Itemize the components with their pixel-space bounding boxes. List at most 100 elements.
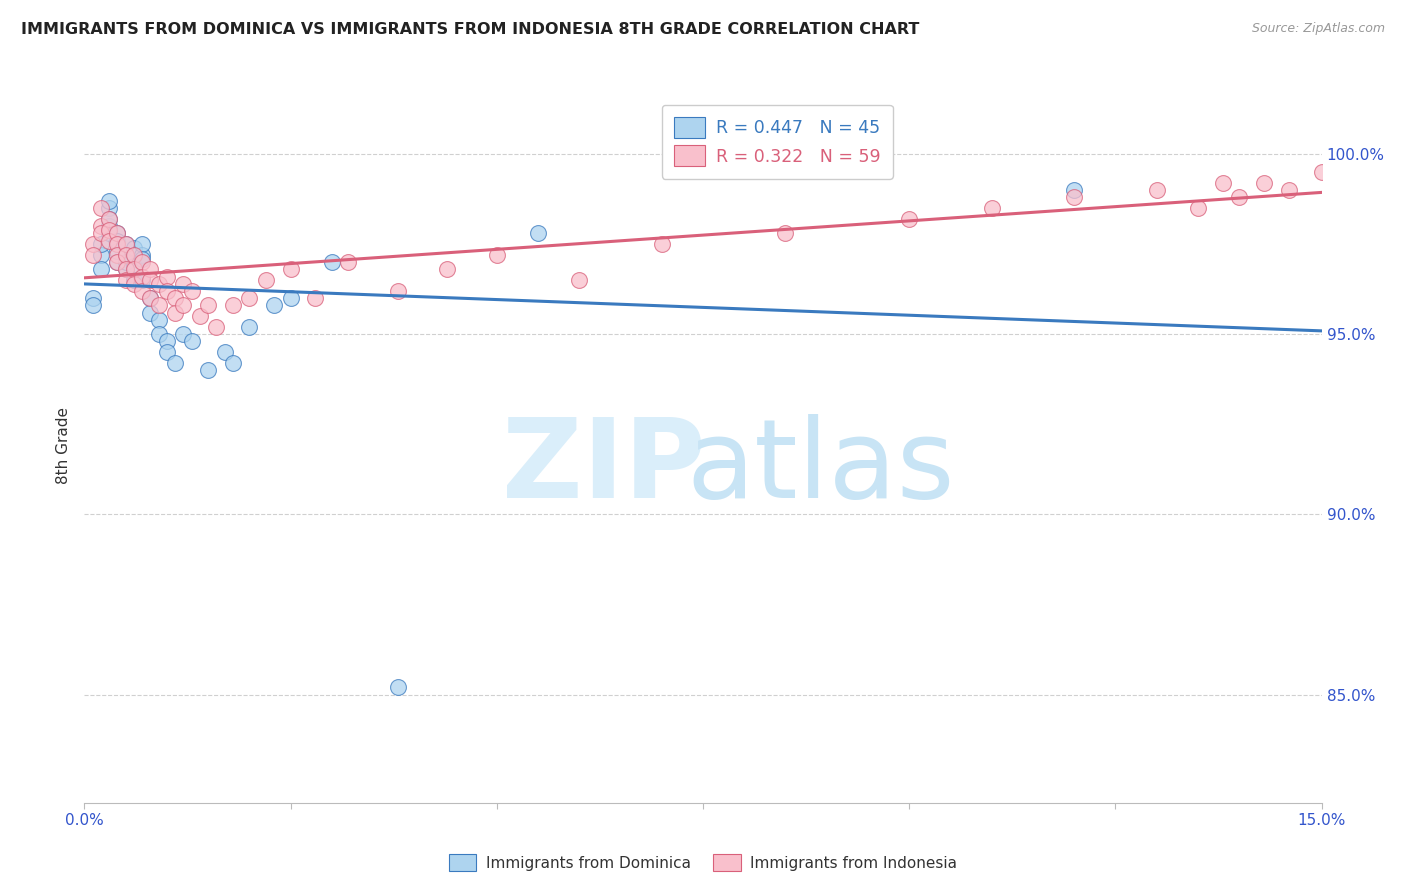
Point: [156, 334, 179, 349]
Point: [139, 262, 162, 277]
Point: [1278, 183, 1301, 197]
Point: [898, 211, 921, 226]
Point: [214, 345, 236, 359]
Point: [188, 310, 211, 324]
Point: [156, 345, 179, 359]
Point: [387, 681, 409, 695]
Point: [172, 277, 194, 291]
Point: [90, 201, 112, 215]
Point: [122, 273, 145, 287]
Point: [180, 284, 202, 298]
Point: [114, 262, 136, 277]
Text: Source: ZipAtlas.com: Source: ZipAtlas.com: [1251, 22, 1385, 36]
Point: [436, 262, 458, 277]
Point: [180, 334, 202, 349]
Point: [148, 277, 170, 291]
Point: [337, 255, 360, 269]
Point: [82, 291, 104, 305]
Legend: Immigrants from Dominica, Immigrants from Indonesia: Immigrants from Dominica, Immigrants fro…: [443, 848, 963, 877]
Point: [148, 313, 170, 327]
Point: [98, 194, 121, 208]
Point: [105, 248, 128, 262]
Point: [1063, 190, 1085, 204]
Point: [165, 291, 187, 305]
Point: [90, 237, 112, 252]
Point: [90, 262, 112, 277]
Point: [387, 284, 409, 298]
Point: [114, 248, 136, 262]
Point: [1187, 201, 1209, 215]
Point: [1212, 176, 1234, 190]
Point: [280, 262, 302, 277]
Point: [105, 227, 128, 241]
Point: [1253, 176, 1275, 190]
Point: [98, 211, 121, 226]
Point: [122, 259, 145, 273]
Point: [105, 237, 128, 252]
Point: [1310, 165, 1333, 179]
Point: [304, 291, 326, 305]
Point: [1227, 190, 1250, 204]
Point: [114, 262, 136, 277]
Point: [105, 227, 128, 241]
Text: IMMIGRANTS FROM DOMINICA VS IMMIGRANTS FROM INDONESIA 8TH GRADE CORRELATION CHAR: IMMIGRANTS FROM DOMINICA VS IMMIGRANTS F…: [21, 22, 920, 37]
Point: [122, 248, 145, 262]
Point: [197, 363, 219, 377]
Point: [90, 248, 112, 262]
Point: [222, 356, 245, 370]
Point: [148, 298, 170, 312]
Point: [238, 291, 260, 305]
Point: [775, 227, 797, 241]
Point: [222, 298, 245, 312]
Point: [197, 298, 219, 312]
Point: [105, 255, 128, 269]
Point: [122, 262, 145, 277]
Point: [82, 298, 104, 312]
Point: [280, 291, 302, 305]
Point: [172, 327, 194, 342]
Point: [165, 356, 187, 370]
Point: [98, 234, 121, 248]
Point: [321, 255, 343, 269]
Point: [139, 291, 162, 305]
Point: [156, 284, 179, 298]
Point: [165, 306, 187, 320]
Point: [114, 255, 136, 269]
Point: [131, 252, 153, 266]
Point: [139, 291, 162, 305]
Point: [485, 248, 508, 262]
Point: [980, 201, 1002, 215]
Point: [1063, 183, 1085, 197]
Point: [105, 234, 128, 248]
Point: [98, 223, 121, 237]
Point: [122, 248, 145, 262]
Point: [263, 298, 285, 312]
Point: [98, 211, 121, 226]
Point: [122, 241, 145, 255]
Point: [238, 320, 260, 334]
Point: [205, 320, 228, 334]
Point: [82, 237, 104, 252]
Point: [172, 298, 194, 312]
Y-axis label: 8th Grade: 8th Grade: [56, 408, 72, 484]
Point: [98, 227, 121, 241]
Point: [131, 284, 153, 298]
Point: [131, 248, 153, 262]
Point: [105, 255, 128, 269]
Point: [90, 219, 112, 234]
Point: [651, 237, 673, 252]
Point: [139, 273, 162, 287]
Text: ZIP: ZIP: [502, 414, 706, 521]
Point: [148, 327, 170, 342]
Point: [98, 201, 121, 215]
Point: [90, 227, 112, 241]
Point: [568, 273, 591, 287]
Point: [131, 269, 153, 284]
Point: [1146, 183, 1168, 197]
Point: [82, 248, 104, 262]
Point: [105, 244, 128, 259]
Point: [114, 237, 136, 252]
Point: [114, 237, 136, 252]
Point: [131, 237, 153, 252]
Point: [114, 273, 136, 287]
